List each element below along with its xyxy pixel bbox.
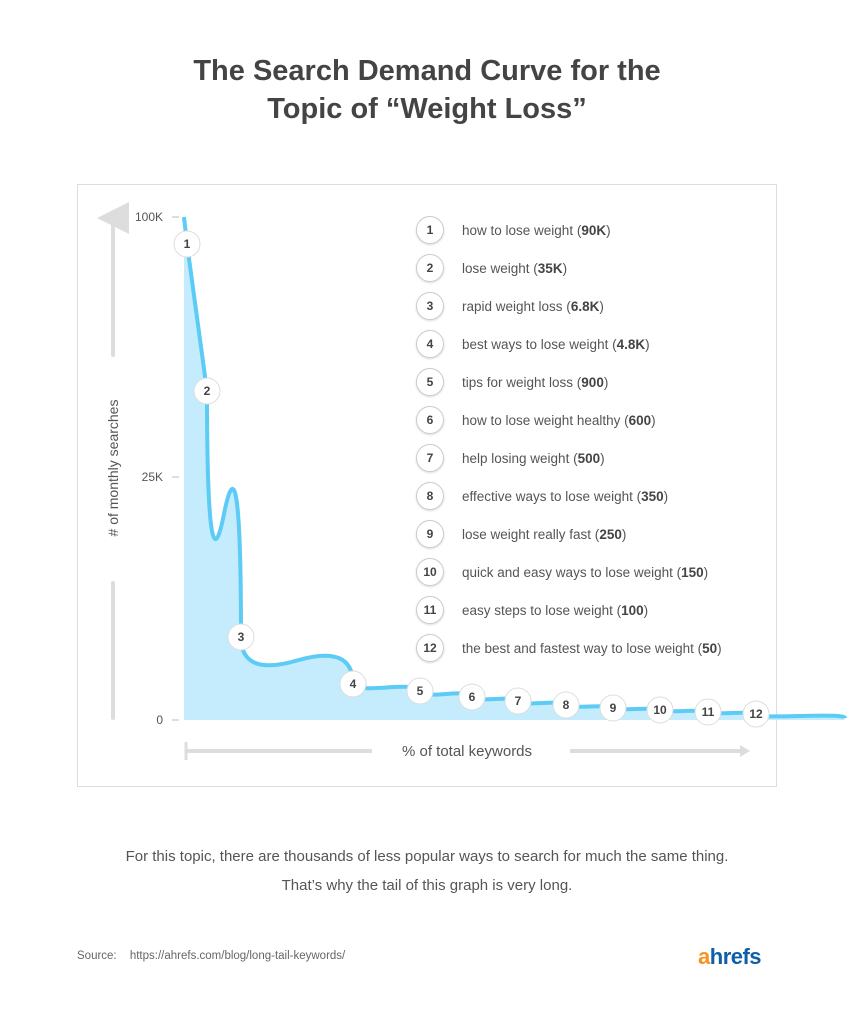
legend-item: 12 the best and fastest way to lose weigh… [416,629,722,667]
legend-item: 4 best ways to lose weight (4.8K) [416,325,722,363]
curve-area [184,217,845,720]
legend-volume: 100 [621,602,644,618]
legend-keyword: tips for weight loss (900) [462,374,609,390]
y-tick-label: 100K [135,210,163,224]
source: Source: https://ahrefs.com/blog/long-tai… [77,950,346,962]
legend-item: 9 lose weight really fast (250) [416,515,722,553]
y-tick-label: 0 [156,713,163,727]
legend-rank: 6 [416,406,444,434]
legend-keyword: rapid weight loss (6.8K) [462,298,604,314]
legend-volume: 900 [581,374,604,390]
x-axis-arrow [740,745,750,757]
legend-volume: 4.8K [616,336,646,352]
point-marker-8 [552,691,580,719]
point-label-12: 12 [749,707,763,721]
legend-item: 11 easy steps to lose weight (100) [416,591,722,629]
legend-keyword: effective ways to lose weight (350) [462,488,669,504]
point-label-10: 10 [653,703,667,717]
point-marker-1 [173,230,201,258]
point-label-6: 6 [469,690,476,704]
legend-rank: 11 [416,596,444,624]
legend-volume: 90K [581,222,607,238]
y-axis-label: # of monthly searches [105,400,121,537]
point-label-4: 4 [350,677,357,691]
legend-keyword: help losing weight (500) [462,450,605,466]
legend-item: 7 help losing weight (500) [416,439,722,477]
legend-volume: 150 [681,564,704,580]
legend-keyword: how to lose weight healthy (600) [462,412,656,428]
legend-rank: 7 [416,444,444,472]
legend-rank: 2 [416,254,444,282]
point-marker-2 [193,377,221,405]
legend-keyword: how to lose weight (90K) [462,222,611,238]
legend-keyword: best ways to lose weight (4.8K) [462,336,650,352]
legend-volume: 6.8K [570,298,600,314]
legend-rank: 1 [416,216,444,244]
point-marker-5 [406,677,434,705]
legend-item: 1 how to lose weight (90K) [416,211,722,249]
legend-item: 5 tips for weight loss (900) [416,363,722,401]
legend-keyword: lose weight really fast (250) [462,526,627,542]
legend-keyword: easy steps to lose weight (100) [462,602,649,618]
legend-rank: 4 [416,330,444,358]
legend-volume: 500 [577,450,601,466]
point-marker-11 [694,698,722,726]
y-tick-label: 25K [142,470,163,484]
legend-volume: 50 [702,640,718,656]
legend-keyword: lose weight (35K) [462,260,568,276]
point-marker-10 [646,696,674,724]
caption: For this topic, there are thousands of l… [125,848,729,894]
keyword-legend: 1 how to lose weight (90K) 2 lose weight (3… [416,211,722,667]
legend-volume: 600 [628,412,652,428]
legend-item: 3 rapid weight loss (6.8K) [416,287,722,325]
legend-rank: 3 [416,292,444,320]
legend-volume: 350 [641,488,664,504]
legend-rank: 5 [416,368,444,396]
legend-item: 2 lose weight (35K) [416,249,722,287]
legend-keyword: quick and easy ways to lose weight (150) [462,564,709,580]
legend-rank: 8 [416,482,444,510]
legend-item: 10 quick and easy ways to lose weight (15… [416,553,722,591]
legend-rank: 10 [416,558,444,586]
point-label-1: 1 [184,237,191,251]
legend-item: 8 effective ways to lose weight (350) [416,477,722,515]
point-label-9: 9 [610,701,617,715]
chart-title: The Search Demand Curve for the Topic of… [193,55,661,125]
source-link[interactable]: https://ahrefs.com/blog/long-tail-keywor… [129,950,346,962]
point-label-2: 2 [204,384,211,398]
chart-frame [77,184,777,787]
legend-item: 6 how to lose weight healthy (600) [416,401,722,439]
point-label-11: 11 [702,705,715,719]
legend-keyword: the best and fastest way to lose weight … [462,640,722,656]
point-marker-4 [339,670,367,698]
point-marker-9 [599,694,627,722]
point-label-8: 8 [563,698,570,712]
x-axis-label: % of total keywords [402,743,532,760]
point-marker-7 [504,687,532,715]
point-label-3: 3 [238,630,245,644]
ahrefs-logo: ahrefs [698,944,762,969]
point-marker-3 [227,623,255,651]
point-label-5: 5 [417,684,424,698]
point-marker-12 [742,700,770,728]
legend-volume: 35K [537,260,563,276]
legend-rank: 9 [416,520,444,548]
point-marker-6 [458,683,486,711]
legend-volume: 250 [599,526,622,542]
legend-rank: 12 [416,634,444,662]
point-label-7: 7 [515,694,522,708]
